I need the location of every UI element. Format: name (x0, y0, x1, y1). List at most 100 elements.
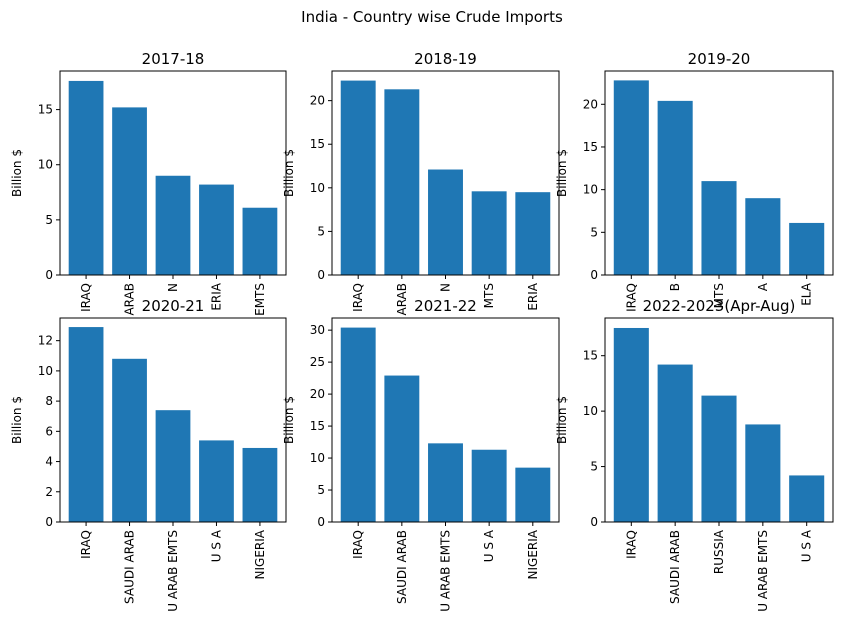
x-tick-label: ARAB (395, 283, 409, 316)
bar-u-s-a (789, 475, 825, 522)
x-tick-label: U ARAB EMTS (166, 530, 180, 612)
y-tick-label: 20 (310, 94, 325, 108)
y-tick-label: 5 (45, 213, 53, 227)
subplot-2: 0 5 10 15 20 IRAQ ARAB N MTS ERIA 2018-19 Billion $ (282, 50, 560, 316)
x-tick-label: A (756, 282, 770, 291)
y-tick-label: 5 (590, 460, 598, 474)
bar-saudi-arab (112, 358, 147, 522)
bar-nigeria (515, 467, 551, 522)
bar-u-arab-emts (428, 169, 463, 275)
y-tick-label: 10 (583, 183, 598, 197)
x-tick-label: U S A (209, 529, 223, 562)
bar-nigeria (745, 198, 781, 275)
bar-nigeria (199, 184, 234, 275)
x-tick-label: NIGERIA (253, 529, 267, 579)
bar-russia (701, 395, 737, 522)
x-tick-label: IRAQ (79, 283, 93, 312)
y-axis-label: Billion $ (555, 149, 569, 197)
bar-u-arab-emts (155, 410, 191, 522)
bar-u-s-a (199, 440, 234, 522)
figure-suptitle: India - Country wise Crude Imports (301, 8, 563, 26)
bar-u-arab-emts (428, 443, 463, 522)
subplot-title: 2021-22 (414, 297, 477, 315)
x-tick-label: MTS (482, 283, 496, 308)
x-tick-label: NIGERIA (526, 529, 540, 579)
x-tick-label: SAUDI ARAB (123, 530, 137, 604)
x-tick-label: IRAQ (624, 283, 638, 312)
bar-iraq (613, 327, 649, 522)
y-tick-label: 0 (317, 515, 325, 529)
bar-iraq (340, 80, 376, 275)
x-tick-label: N (439, 283, 453, 292)
bar-nigeria (242, 447, 278, 522)
y-axis-label: Billion $ (282, 396, 296, 444)
x-tick-label: U S A (482, 529, 496, 562)
y-tick-label: 8 (45, 394, 53, 408)
x-tick-label: SAUDI ARAB (668, 530, 682, 604)
x-tick-label: MTS (712, 283, 726, 308)
bar-saudi-arab (384, 89, 420, 275)
axes-frame (331, 70, 560, 276)
bar-saudi-arab (384, 375, 420, 522)
subplot-3: 0 5 10 15 20 IRAQ B MTS A ELA 2019-20 Billion $ (555, 50, 834, 312)
y-tick-label: 10 (583, 404, 598, 418)
y-tick-label: 20 (310, 387, 325, 401)
bar-iraq (68, 327, 104, 522)
x-tick-label: N (166, 283, 180, 292)
subplot-title: 2017-18 (142, 50, 205, 68)
subplot-title: 2022-2023(Apr-Aug) (643, 297, 796, 315)
subplot-4: 0 2 4 6 8 10 12 IRAQ SAUDI ARAB U ARAB EMTS U S A N… (10, 297, 287, 612)
y-tick-label: 0 (590, 515, 598, 529)
bar-nigeria (515, 192, 551, 275)
x-tick-label: ARAB (123, 283, 137, 316)
y-axis-label: Billion $ (10, 396, 24, 444)
bar-u-arab-emts (242, 207, 278, 275)
subplot-1: 0 5 10 15 IRAQ ARAB N ERIA EMTS 2017-18 Billion $ (10, 50, 287, 316)
x-tick-label: RUSSIA (712, 529, 726, 574)
x-tick-label: ELA (800, 282, 814, 306)
y-tick-label: 20 (583, 97, 598, 111)
y-tick-label: 0 (590, 268, 598, 282)
y-tick-label: 15 (583, 140, 598, 154)
bar-iraq (340, 327, 376, 522)
y-tick-label: 0 (45, 268, 53, 282)
bar-u-s-a (471, 449, 507, 522)
bar-u-arab-emts (745, 424, 781, 522)
y-tick-label: 4 (45, 455, 53, 469)
x-tick-label: IRAQ (351, 530, 365, 559)
y-axis-label: Billion $ (555, 396, 569, 444)
x-tick-label: U ARAB EMTS (439, 530, 453, 612)
x-tick-label: SAUDI ARAB (395, 530, 409, 604)
subplot-title: 2020-21 (142, 297, 205, 315)
x-tick-label: U ARAB EMTS (756, 530, 770, 612)
x-tick-label: ERIA (526, 282, 540, 310)
bar-venezuela (789, 222, 825, 275)
y-tick-label: 12 (38, 334, 53, 348)
y-tick-label: 10 (38, 158, 53, 172)
axes-frame (331, 317, 560, 523)
y-tick-label: 0 (317, 268, 325, 282)
x-tick-label: B (668, 283, 682, 291)
axes-frame (604, 70, 834, 276)
y-tick-label: 15 (310, 137, 325, 151)
subplot-6: 0 5 10 15 IRAQ SAUDI ARAB RUSSIA U ARAB EMTS U S… (555, 297, 834, 612)
y-tick-label: 5 (317, 483, 325, 497)
y-axis-label: Billion $ (10, 149, 24, 197)
x-tick-label: IRAQ (79, 530, 93, 559)
y-tick-label: 5 (590, 225, 598, 239)
y-tick-label: 10 (38, 364, 53, 378)
y-tick-label: 15 (38, 103, 53, 117)
axes-frame (59, 70, 287, 276)
bar-saudi-arab (112, 107, 147, 275)
bar-u-arab-emts (701, 181, 737, 275)
y-axis-label: Billion $ (282, 149, 296, 197)
y-tick-label: 10 (310, 181, 325, 195)
y-tick-label: 15 (583, 349, 598, 363)
y-tick-label: 0 (45, 515, 53, 529)
y-tick-label: 25 (310, 355, 325, 369)
bar-saudi-arab (657, 100, 693, 275)
x-tick-label: ERIA (209, 282, 223, 310)
subplot-title: 2018-19 (414, 50, 477, 68)
